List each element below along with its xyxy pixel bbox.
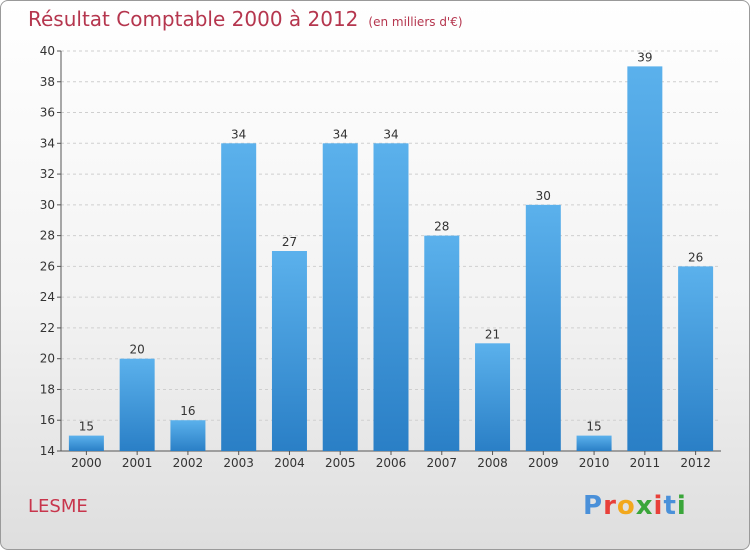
- chart-subtitle: (en milliers d'€): [368, 15, 463, 29]
- x-tick-label: 2011: [630, 456, 661, 470]
- y-tick-label: 34: [40, 136, 55, 150]
- x-tick-label: 2003: [223, 456, 254, 470]
- data-label: 34: [231, 127, 246, 141]
- logo-letter: x: [635, 491, 654, 521]
- x-tick-label: 2001: [122, 456, 153, 470]
- data-label: 20: [130, 343, 145, 357]
- data-label: 30: [536, 189, 551, 203]
- data-label: 34: [333, 127, 348, 141]
- y-tick-label: 24: [40, 290, 55, 304]
- axes: 14 16 18 20 22 24 26 28 30 32 34 36 38 40: [40, 44, 721, 458]
- x-tick-label: 2008: [477, 456, 508, 470]
- x-tick-label: 2006: [376, 456, 407, 470]
- y-tick-label: 14: [40, 444, 55, 458]
- logo-letter: i: [676, 491, 687, 521]
- chart-title-text: Résultat Comptable 2000 à 2012: [28, 7, 359, 31]
- y-tick-label: 38: [40, 75, 55, 89]
- data-label: 27: [282, 235, 297, 249]
- data-label: 21: [485, 327, 500, 341]
- y-tick-label: 40: [40, 44, 55, 58]
- bar: [678, 266, 714, 451]
- proxiti-logo: Proxiti: [583, 491, 687, 521]
- bar: [627, 66, 663, 451]
- data-label: 34: [383, 127, 398, 141]
- x-tick-label: 2009: [528, 456, 559, 470]
- y-tick-label: 28: [40, 229, 55, 243]
- bar: [170, 420, 206, 451]
- logo-letter: t: [663, 491, 677, 521]
- data-label: 39: [637, 50, 652, 64]
- y-tick-label: 36: [40, 106, 55, 120]
- y-tick-label: 22: [40, 321, 55, 335]
- y-tick-label: 32: [40, 167, 55, 181]
- bar: [424, 235, 460, 451]
- bar: [221, 143, 257, 452]
- labels: 15 2000 20 2001 16 2002 34 2003 27 2004 34 2005 34 20…: [71, 50, 711, 470]
- x-tick-label: 2012: [680, 456, 711, 470]
- commune-name: LESME: [28, 496, 88, 517]
- y-tick-label: 20: [40, 352, 55, 366]
- bar: [322, 143, 358, 452]
- y-tick-label: 30: [40, 198, 55, 212]
- data-label: 15: [586, 420, 601, 434]
- logo-letter: r: [603, 491, 617, 521]
- x-tick-label: 2005: [325, 456, 356, 470]
- data-label: 15: [79, 420, 94, 434]
- x-tick-label: 2000: [71, 456, 102, 470]
- x-tick-label: 2007: [426, 456, 457, 470]
- logo-letter: o: [616, 491, 636, 521]
- logo-letter: P: [583, 491, 604, 521]
- data-label: 16: [180, 404, 195, 418]
- bar: [525, 204, 561, 451]
- y-tick-label: 18: [40, 382, 55, 396]
- bars: [68, 66, 714, 452]
- logo-letter: i: [653, 491, 664, 521]
- x-tick-label: 2002: [173, 456, 204, 470]
- y-tick-label: 26: [40, 259, 55, 273]
- bar: [475, 343, 511, 451]
- bar: [68, 435, 104, 451]
- data-label: 28: [434, 220, 449, 234]
- x-tick-label: 2004: [274, 456, 305, 470]
- y-tick-label: 16: [40, 413, 55, 427]
- bar: [576, 435, 612, 451]
- x-tick-label: 2010: [579, 456, 610, 470]
- data-label: 26: [688, 250, 703, 264]
- bar: [271, 251, 307, 451]
- bar: [119, 358, 155, 451]
- bar: [373, 143, 409, 452]
- chart-title: Résultat Comptable 2000 à 2012 (en millie…: [28, 7, 463, 31]
